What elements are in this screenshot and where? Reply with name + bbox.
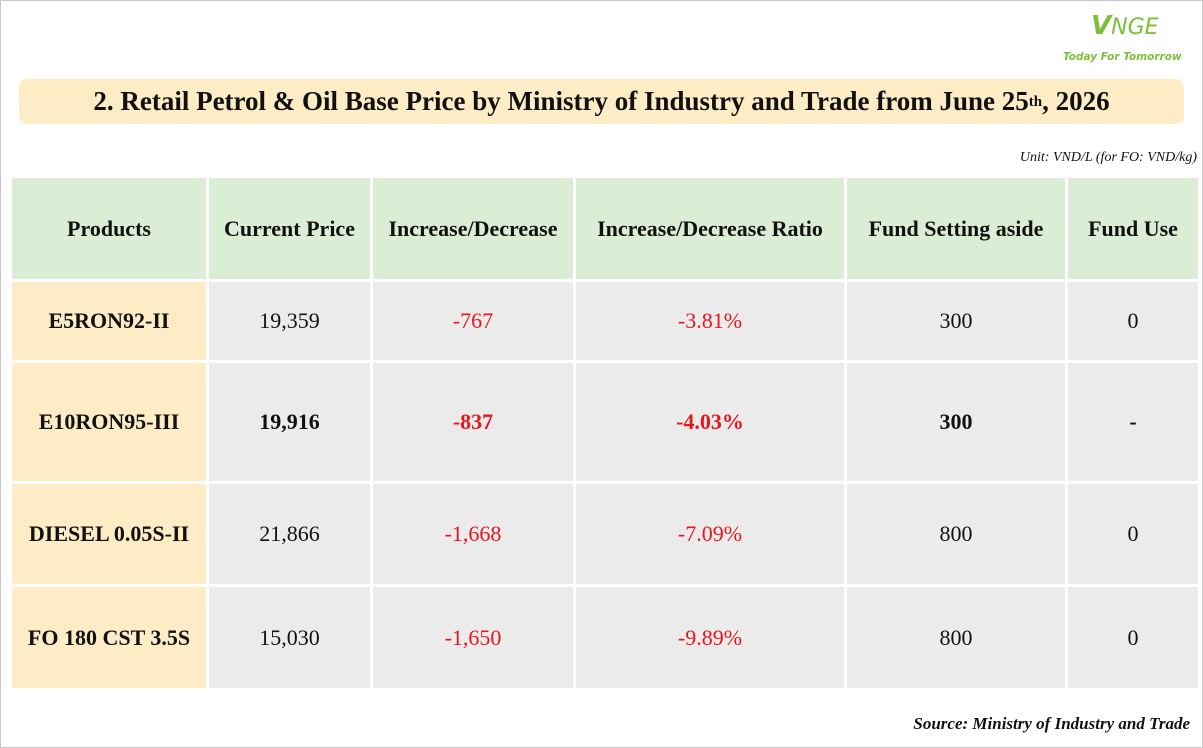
page-title: 2. Retail Petrol & Oil Base Price by Min… xyxy=(19,79,1184,124)
ratio-cell: -4.03% xyxy=(573,360,847,484)
change-cell: -837 xyxy=(370,360,576,484)
fund-use-cell: 0 xyxy=(1065,584,1201,691)
vnge-logo: VNGE Today For Tomorrow xyxy=(1061,7,1191,67)
fund-aside-cell: 800 xyxy=(844,584,1068,691)
change-cell: -767 xyxy=(370,279,576,363)
product-cell: E5RON92-II xyxy=(9,279,209,363)
price-cell: 19,916 xyxy=(206,360,373,484)
fund-aside-cell: 300 xyxy=(844,360,1068,484)
ratio-cell: -7.09% xyxy=(573,481,847,587)
header-increase-decrease: Increase/Decrease xyxy=(370,175,576,282)
header-products: Products xyxy=(9,175,209,282)
fund-use-cell: - xyxy=(1065,360,1201,484)
fund-aside-cell: 800 xyxy=(844,481,1068,587)
ratio-cell: -3.81% xyxy=(573,279,847,363)
title-main: 2. Retail Petrol & Oil Base Price by Min… xyxy=(93,86,1029,116)
product-cell: E10RON95-III xyxy=(9,360,209,484)
table-header-row: Products Current Price Increase/Decrease… xyxy=(9,175,1201,282)
fund-aside-cell: 300 xyxy=(844,279,1068,363)
ratio-cell: -9.89% xyxy=(573,584,847,691)
price-cell: 21,866 xyxy=(206,481,373,587)
table-row: E10RON95-III 19,916 -837 -4.03% 300 - xyxy=(9,360,1201,484)
unit-note: Unit: VND/L (for FO: VND/kg) xyxy=(1019,150,1197,165)
fund-use-cell: 0 xyxy=(1065,279,1201,363)
source-note: Source: Ministry of Industry and Trade xyxy=(913,714,1190,733)
fund-use-cell: 0 xyxy=(1065,481,1201,587)
change-cell: -1,668 xyxy=(370,481,576,587)
change-cell: -1,650 xyxy=(370,584,576,691)
logo-mark: VNGE xyxy=(1091,11,1159,41)
header-fund-use: Fund Use xyxy=(1065,175,1201,282)
price-table: Products Current Price Increase/Decrease… xyxy=(9,175,1201,691)
header-current-price: Current Price xyxy=(206,175,373,282)
header-ratio: Increase/Decrease Ratio xyxy=(573,175,847,282)
title-tail: , 2026 xyxy=(1042,86,1110,116)
product-cell: FO 180 CST 3.5S xyxy=(9,584,209,691)
table-row: E5RON92-II 19,359 -767 -3.81% 300 0 xyxy=(9,279,1201,363)
header-fund-aside: Fund Setting aside xyxy=(844,175,1068,282)
table-row: FO 180 CST 3.5S 15,030 -1,650 -9.89% 800… xyxy=(9,584,1201,691)
product-cell: DIESEL 0.05S-II xyxy=(9,481,209,587)
table-row: DIESEL 0.05S-II 21,866 -1,668 -7.09% 800… xyxy=(9,481,1201,587)
price-cell: 19,359 xyxy=(206,279,373,363)
logo-tagline: Today For Tomorrow xyxy=(1063,51,1182,63)
price-cell: 15,030 xyxy=(206,584,373,691)
